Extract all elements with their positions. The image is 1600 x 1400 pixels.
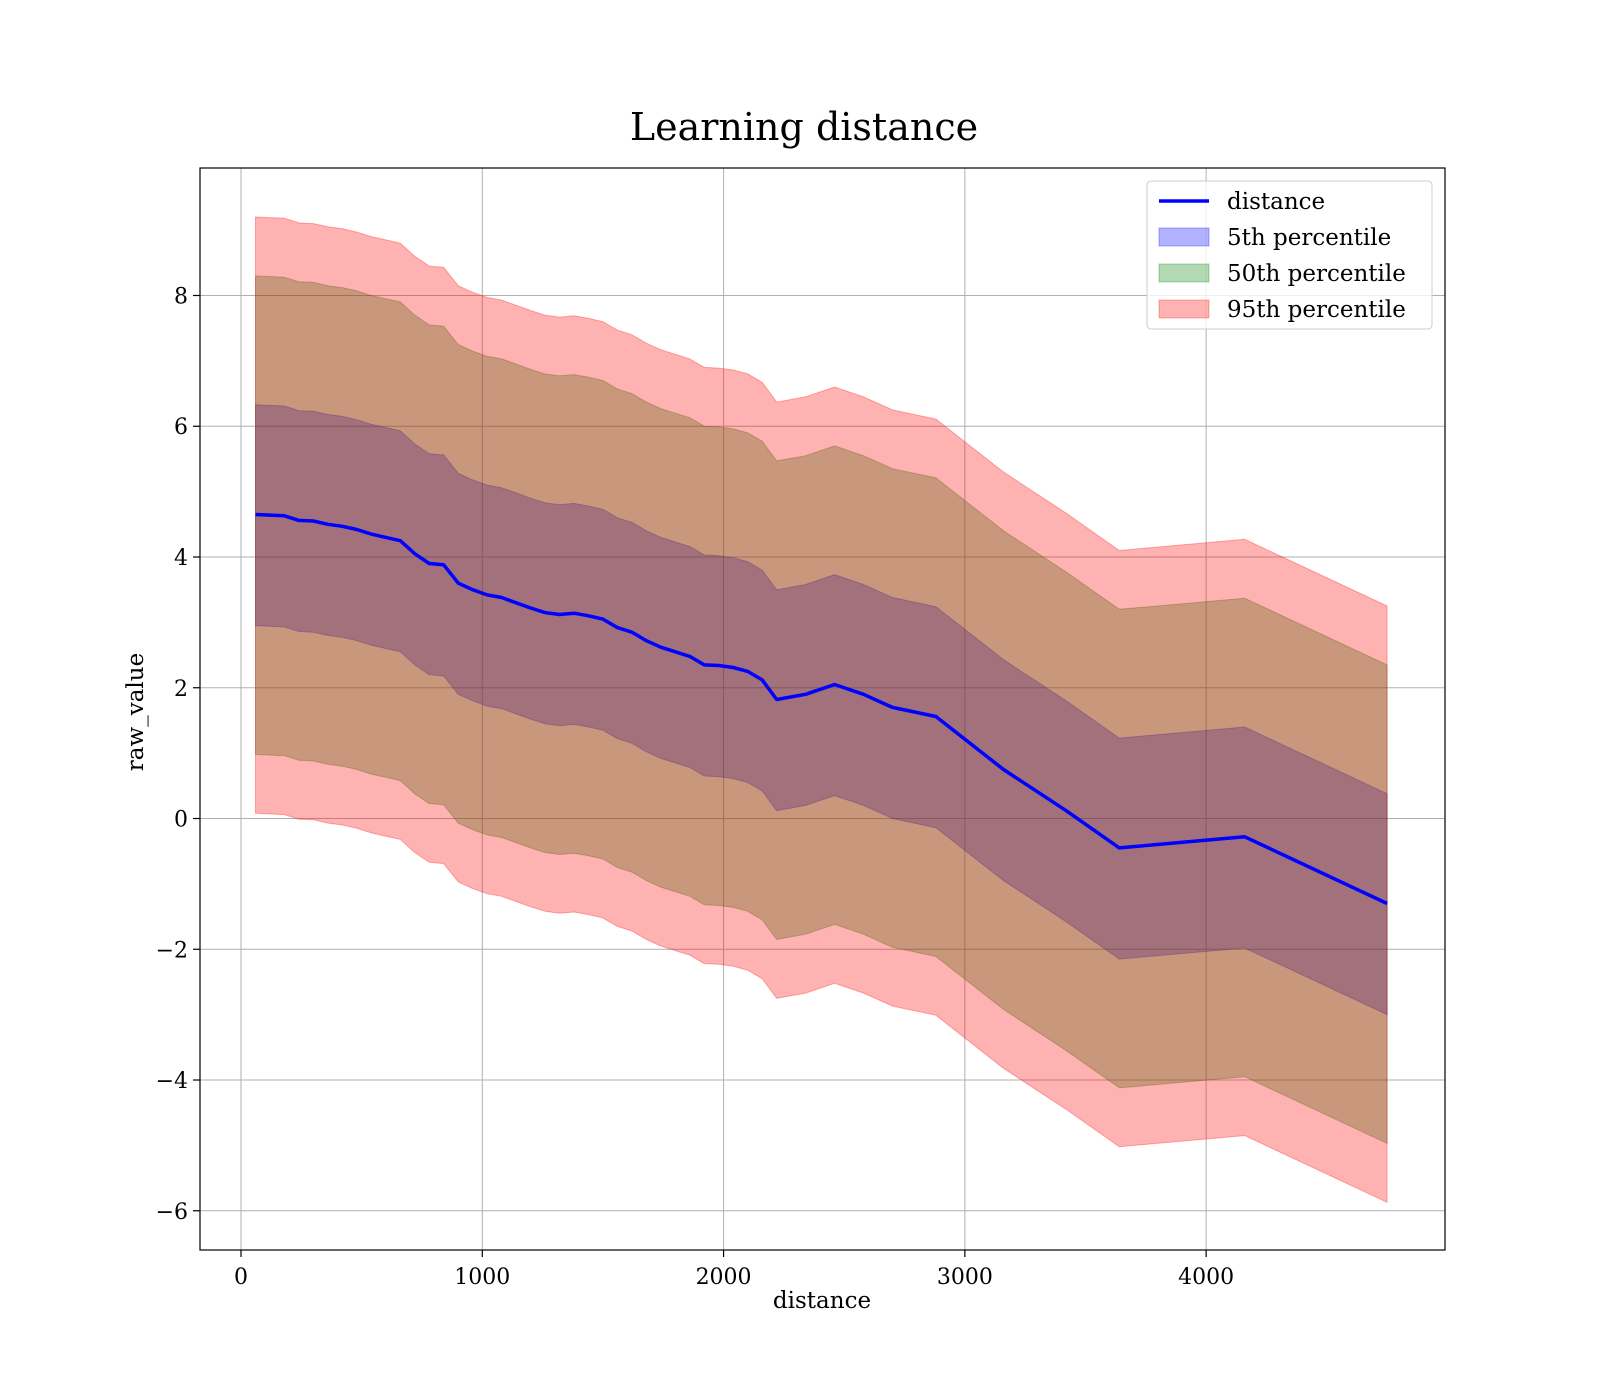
x-tick-label: 1000 bbox=[454, 1265, 510, 1290]
distance-line-layer bbox=[255, 512, 1388, 906]
legend-swatch-band bbox=[1158, 227, 1210, 247]
legend: distance 5th percentile 50th percentile 95t… bbox=[1146, 180, 1433, 330]
plot-area bbox=[200, 168, 1445, 1250]
band-5th-percentile bbox=[255, 404, 1388, 1016]
percentile-bands bbox=[255, 216, 1388, 1204]
band-50th-percentile bbox=[255, 275, 1388, 1145]
y-axis-label: raw_value bbox=[123, 653, 149, 771]
legend-label: distance bbox=[1227, 189, 1325, 215]
x-tick-label: 2000 bbox=[696, 1265, 752, 1290]
plot-frame bbox=[199, 167, 1446, 1251]
y-tick-label: 2 bbox=[174, 677, 188, 702]
axis-ticks: 0 1000 2000 3000 4000 −6 −4 −2 0 2 4 6 8 bbox=[156, 284, 1235, 1290]
grid bbox=[200, 168, 1445, 1250]
legend-label: 5th percentile bbox=[1227, 225, 1391, 251]
x-tick-label: 3000 bbox=[937, 1265, 993, 1290]
x-axis-label: distance bbox=[773, 1288, 871, 1314]
legend-box bbox=[1146, 180, 1433, 330]
y-tick-label: −6 bbox=[156, 1200, 188, 1225]
distance-line bbox=[255, 512, 1388, 906]
y-tick-label: 0 bbox=[174, 808, 188, 833]
legend-label: 95th percentile bbox=[1227, 297, 1406, 323]
y-tick-label: 8 bbox=[174, 284, 188, 309]
y-tick-label: −4 bbox=[156, 1069, 188, 1094]
band-95th-percentile bbox=[255, 216, 1388, 1204]
x-tick-label: 0 bbox=[234, 1265, 248, 1290]
legend-swatch-band bbox=[1158, 263, 1210, 283]
x-tick-label: 4000 bbox=[1178, 1265, 1234, 1290]
legend-swatch-band bbox=[1158, 299, 1210, 319]
y-tick-label: −2 bbox=[156, 938, 188, 963]
legend-label: 50th percentile bbox=[1227, 261, 1406, 287]
y-tick-label: 6 bbox=[174, 415, 188, 440]
y-tick-label: 4 bbox=[174, 546, 188, 571]
chart-title: Learning distance bbox=[630, 105, 978, 149]
